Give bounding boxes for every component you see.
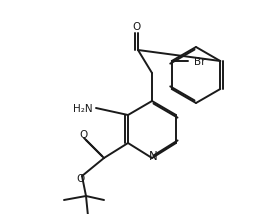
Text: O: O [76, 174, 85, 184]
Text: Br: Br [193, 57, 204, 67]
Text: O: O [80, 130, 88, 140]
Text: O: O [132, 22, 140, 32]
Text: N: N [148, 150, 157, 163]
Text: H₂N: H₂N [73, 104, 92, 114]
